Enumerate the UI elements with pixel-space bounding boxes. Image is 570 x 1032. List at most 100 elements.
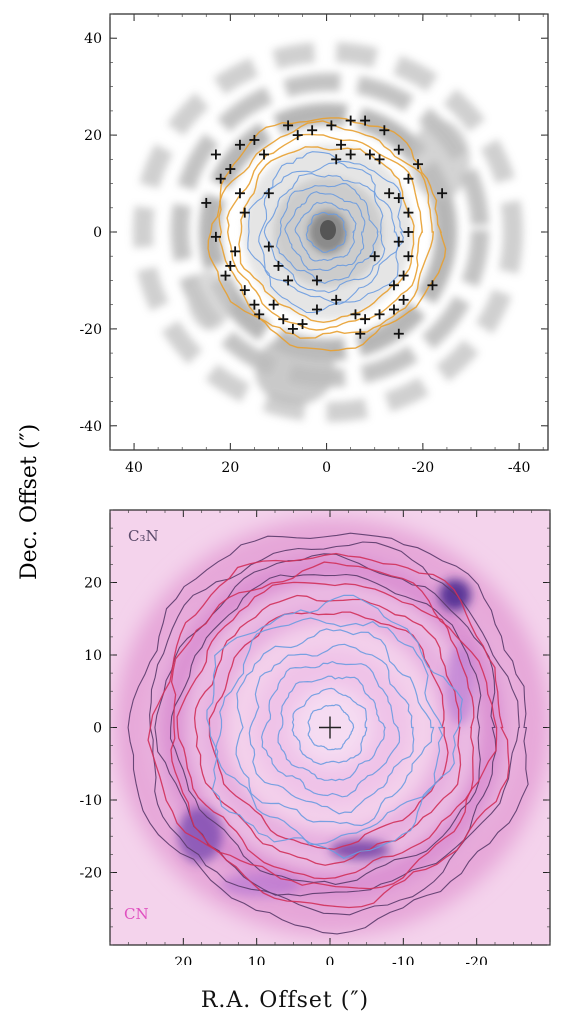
top-plus-marker <box>210 231 221 242</box>
top-plus-marker <box>374 154 385 165</box>
bottom-y-tick-label: 0 <box>93 721 102 737</box>
bottom-x-tick-label: -20 <box>465 955 488 965</box>
bottom-contour-line <box>176 581 475 880</box>
top-plus-marker <box>393 236 404 247</box>
top-plus-marker <box>234 188 245 199</box>
top-plus-marker <box>234 139 245 150</box>
top-plus-marker <box>393 328 404 339</box>
bottom-y-tick-label: -20 <box>79 866 102 882</box>
top-x-tick-label: 40 <box>125 460 143 476</box>
top-plus-marker <box>225 164 236 175</box>
top-plus-marker <box>379 125 390 136</box>
bottom-contour-line <box>214 617 444 846</box>
top-plus-marker <box>413 159 424 170</box>
top-plus-marker <box>355 328 366 339</box>
top-plus-marker <box>393 144 404 155</box>
top-y-tick-label: 20 <box>84 128 102 144</box>
top-plus-marker <box>292 130 303 141</box>
bottom-plus-marker <box>319 716 341 739</box>
top-x-tick-label: 20 <box>221 460 239 476</box>
y-axis-label-text: Dec. Offset (″) <box>17 424 42 580</box>
y-axis-label: Dec. Offset (″) <box>17 424 42 580</box>
top-plus-marker <box>384 188 395 199</box>
top-ticks: 40 20 0 -20 -40 40 20 0 -20 -40 <box>79 13 548 476</box>
top-y-tick-label: 40 <box>84 31 102 47</box>
top-plus-marker <box>437 188 448 199</box>
top-plus-marker <box>311 275 322 286</box>
top-plus-marker <box>307 125 318 136</box>
top-plus-marker <box>345 115 356 126</box>
top-plus-marker <box>239 285 250 296</box>
top-plus-marker <box>364 149 375 160</box>
top-plus-marker <box>311 304 322 315</box>
top-plus-marker <box>360 314 371 325</box>
bottom-contour-line <box>149 541 520 916</box>
top-points <box>201 115 448 339</box>
top-plus-marker <box>345 149 356 160</box>
top-plus-marker <box>326 120 337 131</box>
top-plus-marker <box>369 251 380 262</box>
top-plus-marker <box>283 275 294 286</box>
top-plus-marker <box>360 115 371 126</box>
top-plus-marker <box>403 251 414 262</box>
top-plus-marker <box>210 149 221 160</box>
top-x-tick-label: -20 <box>412 460 435 476</box>
top-contour-line <box>275 183 379 285</box>
cn-annotation: CN <box>124 905 149 923</box>
bottom-contour-line <box>154 553 497 897</box>
top-plus-marker <box>225 260 236 271</box>
top-plus-marker <box>403 227 414 237</box>
bottom-contours <box>127 532 529 935</box>
top-y-tick-label: -20 <box>79 322 102 338</box>
top-plus-marker <box>393 193 404 204</box>
top-y-tick-label: 0 <box>93 225 102 241</box>
top-y-tick-label: -40 <box>79 419 102 435</box>
bottom-contour-line <box>169 573 482 885</box>
top-plus-marker <box>220 270 231 281</box>
top-contours <box>207 117 447 352</box>
top-contour-line <box>294 201 357 262</box>
bottom-contour-line <box>147 552 510 909</box>
bottom-contour-line <box>307 704 355 751</box>
top-core-blob <box>320 220 336 240</box>
x-axis-label: R.A. Offset (″) <box>200 988 370 1013</box>
top-plus-marker <box>403 173 414 184</box>
top-plus-marker <box>278 314 289 325</box>
top-contour-line <box>305 212 347 253</box>
bottom-contour-line <box>127 532 529 935</box>
top-plus-marker <box>403 207 414 218</box>
bottom-y-tick-label: 20 <box>84 576 102 592</box>
top-contour-line <box>247 151 404 314</box>
bottom-contour-line <box>277 675 386 782</box>
bottom-x-tick-label: -10 <box>392 955 415 965</box>
bottom-contour-line <box>291 687 368 766</box>
bottom-contour-line <box>248 643 415 815</box>
bottom-contour-line <box>235 628 435 827</box>
top-contour-line <box>284 191 366 271</box>
top-x-tick-label: -40 <box>508 460 531 476</box>
top-plus-marker <box>336 139 347 150</box>
top-plus-marker <box>398 294 409 305</box>
top-panel: 40 20 0 -20 -40 40 20 0 -20 -40 <box>79 13 549 476</box>
top-plus-marker <box>268 299 279 310</box>
bottom-contour-line <box>206 594 463 859</box>
top-plus-marker <box>239 207 250 218</box>
top-plus-marker <box>283 120 294 131</box>
top-plus-marker <box>388 280 399 291</box>
top-plus-marker <box>350 309 361 320</box>
top-x-tick-label: 0 <box>322 460 331 476</box>
top-plus-marker <box>230 246 241 257</box>
bottom-contour-line <box>170 561 498 890</box>
top-plus-marker <box>398 270 409 281</box>
top-plus-marker <box>215 173 226 184</box>
bottom-background-map: C₃N CN <box>110 510 550 945</box>
top-plus-marker <box>287 323 298 334</box>
bottom-y-tick-label: 10 <box>84 648 102 664</box>
top-plus-marker <box>331 294 342 305</box>
top-plus-marker <box>254 309 265 320</box>
top-plus-marker <box>273 260 284 271</box>
top-contour-line <box>218 120 435 339</box>
bottom-panel: C₃N CN 20 10 0 -10 -20 20 10 0 -10 -20 <box>79 509 551 965</box>
bottom-contour-line <box>260 660 401 798</box>
top-plus-marker <box>259 149 270 160</box>
